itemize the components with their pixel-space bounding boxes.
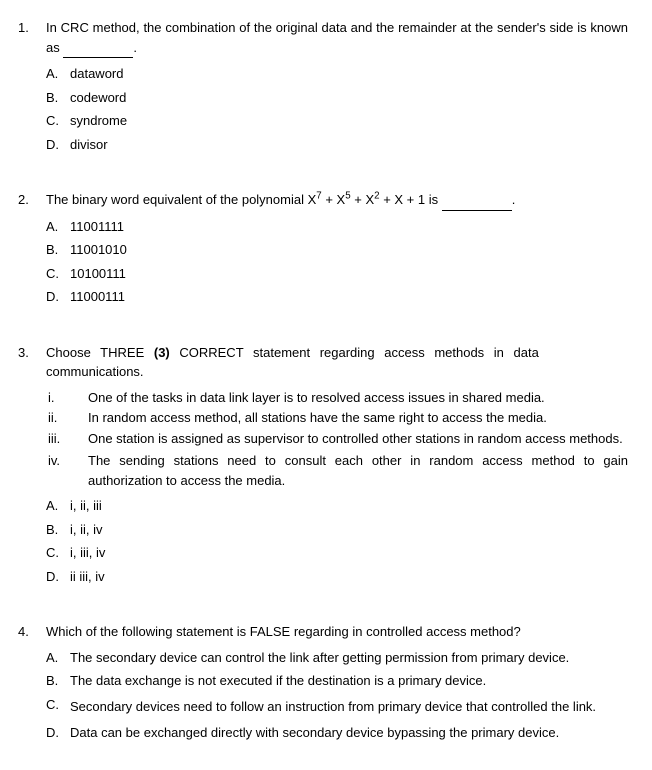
q3-stem-line1: Choose THREE bbox=[46, 345, 154, 360]
q4-opt-b: B.The data exchange is not executed if t… bbox=[46, 671, 628, 691]
q1-opt-c: C.syndrome bbox=[46, 111, 628, 131]
q3-roman-i: i.One of the tasks in data link layer is… bbox=[46, 388, 628, 408]
opt-letter: B. bbox=[46, 240, 70, 260]
q3-stem: Choose THREE (3) CORRECT statement regar… bbox=[46, 343, 628, 382]
q3-roman-list: i.One of the tasks in data link layer is… bbox=[46, 388, 628, 491]
opt-text: Data can be exchanged directly with seco… bbox=[70, 723, 628, 743]
roman-text: One station is assigned as supervisor to… bbox=[88, 429, 628, 449]
q4-stem: Which of the following statement is FALS… bbox=[46, 622, 628, 642]
opt-text: i, iii, iv bbox=[70, 543, 628, 563]
q1-number: 1. bbox=[18, 18, 46, 38]
q2-opt-c: C.10100111 bbox=[46, 264, 628, 284]
opt-letter: A. bbox=[46, 64, 70, 84]
question-2: 2. The binary word equivalent of the pol… bbox=[18, 190, 628, 311]
q2-options: A.11001111 B.11001010 C.10100111 D.11000… bbox=[46, 217, 628, 307]
opt-text: dataword bbox=[70, 64, 628, 84]
opt-letter: B. bbox=[46, 520, 70, 540]
roman-num: ii. bbox=[46, 408, 88, 428]
opt-letter: C. bbox=[46, 264, 70, 284]
q4-opt-a: A.The secondary device can control the l… bbox=[46, 648, 628, 668]
q2-blank bbox=[442, 190, 512, 211]
q2-suffix: + X + 1 is bbox=[380, 192, 442, 207]
q3-stem-line1b: CORRECT statement regarding access metho… bbox=[170, 345, 539, 360]
opt-letter: C. bbox=[46, 111, 70, 131]
q2-stem: The binary word equivalent of the polyno… bbox=[46, 190, 628, 211]
opt-text: 11000111 bbox=[70, 287, 628, 307]
q2-end: . bbox=[512, 192, 516, 207]
opt-text: i, ii, iv bbox=[70, 520, 628, 540]
opt-text: Secondary devices need to follow an inst… bbox=[70, 695, 628, 720]
question-4: 4. Which of the following statement is F… bbox=[18, 622, 628, 747]
opt-text: ii iii, iv bbox=[70, 567, 628, 587]
question-3: 3. Choose THREE (3) CORRECT statement re… bbox=[18, 343, 628, 591]
opt-letter: D. bbox=[46, 287, 70, 307]
roman-text: The sending stations need to consult eac… bbox=[88, 451, 628, 490]
q3-stem-line2: communications. bbox=[46, 364, 144, 379]
q1-opt-b: B.codeword bbox=[46, 88, 628, 108]
opt-letter: A. bbox=[46, 496, 70, 516]
q3-roman-iv: iv.The sending stations need to consult … bbox=[46, 451, 628, 490]
q2-number: 2. bbox=[18, 190, 46, 210]
opt-letter: A. bbox=[46, 648, 70, 668]
q2-prefix: The binary word equivalent of the polyno… bbox=[46, 192, 316, 207]
q1-opt-a: A.dataword bbox=[46, 64, 628, 84]
q3-roman-iii: iii.One station is assigned as superviso… bbox=[46, 429, 628, 449]
q4-number: 4. bbox=[18, 622, 46, 642]
q3-options: A.i, ii, iii B.i, ii, iv C.i, iii, iv D.… bbox=[46, 496, 628, 586]
opt-text: The data exchange is not executed if the… bbox=[70, 671, 628, 691]
q1-stem-after: . bbox=[133, 40, 137, 55]
q3-opt-b: B.i, ii, iv bbox=[46, 520, 628, 540]
opt-text: 11001010 bbox=[70, 240, 628, 260]
opt-text: The secondary device can control the lin… bbox=[70, 648, 628, 668]
q1-blank bbox=[63, 38, 133, 59]
q2-plus1: + X bbox=[322, 192, 346, 207]
q2-opt-a: A.11001111 bbox=[46, 217, 628, 237]
opt-text: 10100111 bbox=[70, 264, 628, 284]
roman-text: In random access method, all stations ha… bbox=[88, 408, 628, 428]
q4-options: A.The secondary device can control the l… bbox=[46, 648, 628, 743]
q1-options: A.dataword B.codeword C.syndrome D.divis… bbox=[46, 64, 628, 154]
opt-text: codeword bbox=[70, 88, 628, 108]
q3-opt-c: C.i, iii, iv bbox=[46, 543, 628, 563]
opt-text: divisor bbox=[70, 135, 628, 155]
q3-number: 3. bbox=[18, 343, 46, 363]
q2-opt-b: B.11001010 bbox=[46, 240, 628, 260]
opt-letter: D. bbox=[46, 567, 70, 587]
q4-opt-d: D.Data can be exchanged directly with se… bbox=[46, 723, 628, 743]
opt-letter: A. bbox=[46, 217, 70, 237]
q3-opt-a: A.i, ii, iii bbox=[46, 496, 628, 516]
q3-opt-d: D.ii iii, iv bbox=[46, 567, 628, 587]
roman-num: iii. bbox=[46, 429, 88, 449]
roman-num: i. bbox=[46, 388, 88, 408]
opt-letter: D. bbox=[46, 135, 70, 155]
q3-roman-ii: ii.In random access method, all stations… bbox=[46, 408, 628, 428]
opt-text: syndrome bbox=[70, 111, 628, 131]
opt-text: i, ii, iii bbox=[70, 496, 628, 516]
opt-letter: B. bbox=[46, 88, 70, 108]
q1-stem: In CRC method, the combination of the or… bbox=[46, 18, 628, 58]
q2-plus2: + X bbox=[351, 192, 375, 207]
q4-opt-c: C.Secondary devices need to follow an in… bbox=[46, 695, 628, 720]
opt-letter: D. bbox=[46, 723, 70, 743]
roman-num: iv. bbox=[46, 451, 88, 471]
q3-stem-bold: (3) bbox=[154, 345, 170, 360]
q1-opt-d: D.divisor bbox=[46, 135, 628, 155]
opt-text: 11001111 bbox=[70, 217, 628, 237]
opt-letter: C. bbox=[46, 695, 70, 715]
roman-text: One of the tasks in data link layer is t… bbox=[88, 388, 628, 408]
opt-letter: C. bbox=[46, 543, 70, 563]
q2-opt-d: D.11000111 bbox=[46, 287, 628, 307]
opt-letter: B. bbox=[46, 671, 70, 691]
question-1: 1. In CRC method, the combination of the… bbox=[18, 18, 628, 158]
